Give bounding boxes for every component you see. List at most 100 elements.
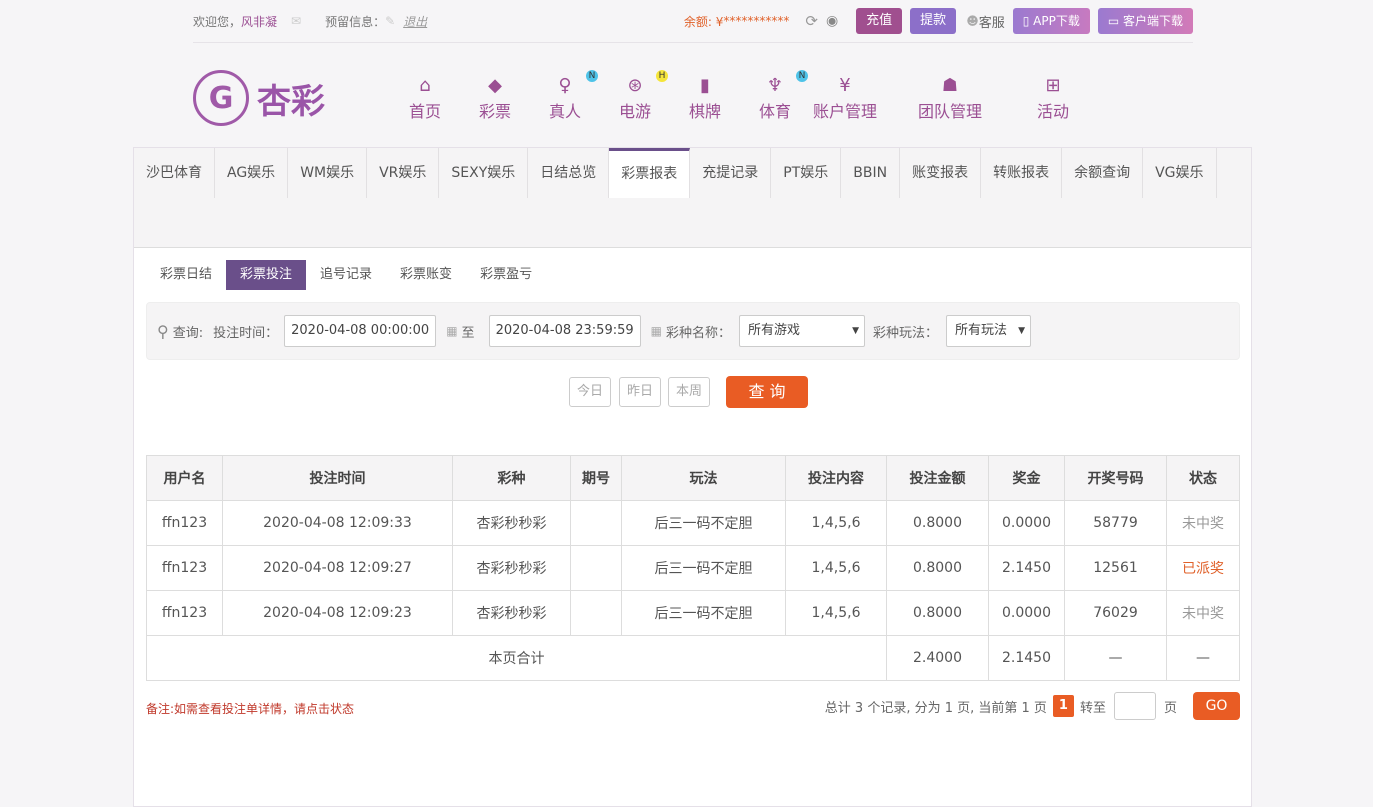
- nav-item[interactable]: ◆ 彩票: [472, 74, 518, 122]
- tab[interactable]: AG娱乐: [215, 148, 289, 198]
- table-cell: 后三一码不定胆: [621, 545, 786, 591]
- play-select-value: 所有玩法: [955, 323, 1008, 338]
- query-button[interactable]: 查 询: [726, 376, 808, 408]
- app-download-label: APP下载: [1033, 14, 1080, 28]
- edit-icon[interactable]: ✎: [385, 14, 396, 28]
- status-cell[interactable]: 已派奖: [1166, 545, 1240, 591]
- reserved-label: 预留信息：: [325, 14, 386, 29]
- nav-item[interactable]: ☗ 团队管理: [912, 74, 988, 122]
- mail-icon[interactable]: ✉: [291, 14, 302, 28]
- yesterday-button[interactable]: 昨日: [619, 377, 662, 407]
- sub-tab[interactable]: 彩票盈亏: [480, 267, 533, 282]
- service-link[interactable]: 客服: [978, 15, 1005, 31]
- yen-icon: ¥: [839, 75, 851, 96]
- calendar-icon[interactable]: ▦: [650, 324, 662, 338]
- calendar-icon[interactable]: ▦: [446, 324, 458, 338]
- nav-item[interactable]: ¥ 账户管理: [807, 74, 883, 122]
- badge-N: N: [586, 70, 598, 82]
- table-cell: ffn123: [146, 545, 223, 591]
- goto-label: 转至: [1079, 700, 1106, 716]
- home-icon: ⌂: [419, 75, 431, 96]
- nav-label: 首页: [408, 102, 441, 121]
- tab[interactable]: WM娱乐: [288, 148, 368, 198]
- dropdown-arrow-icon: ▼: [1018, 326, 1026, 336]
- logo-text: 杏彩: [257, 81, 325, 122]
- table-cell: 0.8000: [886, 545, 989, 591]
- tab[interactable]: 账变报表: [900, 148, 982, 198]
- tab[interactable]: 彩票报表: [609, 148, 691, 198]
- column-header: 开奖号码: [1064, 455, 1167, 501]
- search-bar: ⚲ 查询: 投注时间： 2020-04-08 00:00:00 ▦ 至 2020…: [146, 302, 1240, 360]
- nav-item[interactable]: ▮ 棋牌: [682, 74, 728, 122]
- sub-tab[interactable]: 彩票投注: [226, 260, 307, 290]
- logo-mark: G: [193, 70, 249, 126]
- tab[interactable]: PT娱乐: [771, 148, 842, 198]
- start-time-input[interactable]: 2020-04-08 00:00:00: [284, 315, 437, 347]
- table-cell: 杏彩秒秒彩: [452, 500, 571, 546]
- end-time-input[interactable]: 2020-04-08 23:59:59: [488, 315, 641, 347]
- eye-icon[interactable]: ◉: [825, 13, 839, 29]
- nav-label: 真人: [548, 102, 581, 121]
- nav-item[interactable]: ⊞ 活动: [1030, 74, 1076, 122]
- status-cell[interactable]: 未中奖: [1166, 590, 1240, 636]
- table-cell: 2.1450: [988, 545, 1065, 591]
- today-button[interactable]: 今日: [569, 377, 612, 407]
- tab[interactable]: 充提记录: [690, 148, 772, 198]
- table-cell: 1,4,5,6: [785, 545, 887, 591]
- sub-tab[interactable]: 追号记录: [320, 267, 373, 282]
- sub-tab[interactable]: 彩票日结: [160, 267, 213, 282]
- page-input[interactable]: [1113, 692, 1156, 720]
- page-unit-label: 页: [1163, 700, 1177, 716]
- service-icon[interactable]: ☻: [966, 14, 979, 28]
- table-cell: 0.0000: [988, 500, 1065, 546]
- logo[interactable]: G 杏彩: [193, 68, 343, 128]
- nav-label: 彩票: [478, 102, 511, 121]
- nav-item[interactable]: ♀ N 真人: [542, 70, 598, 122]
- gift-icon: ⊞: [1045, 75, 1061, 96]
- username[interactable]: 风非凝: [241, 14, 278, 29]
- nav-label: 电游: [618, 102, 651, 121]
- gamepad-icon: ⊛ H: [612, 70, 668, 98]
- nav-item[interactable]: ⊛ H 电游: [612, 70, 668, 122]
- go-button[interactable]: GO: [1193, 692, 1240, 720]
- nav-item[interactable]: ♆ N 体育: [752, 70, 808, 122]
- table-cell: 58779: [1064, 500, 1167, 546]
- game-name-label: 彩种名称：: [665, 325, 731, 341]
- bet-time-label: 投注时间：: [213, 325, 279, 341]
- nav-label: 棋牌: [688, 102, 721, 121]
- play-select[interactable]: 所有玩法 ▼: [946, 315, 1032, 347]
- game-select[interactable]: 所有游戏 ▼: [739, 315, 865, 347]
- column-header: 玩法: [621, 455, 786, 501]
- balance-label: 余额: ¥: [683, 14, 724, 29]
- bet-table: 用户名 投注时间 彩种 期号 玩法 投注内容 投注金额 奖金 开奖号码 状态 ffn123 2020…: [146, 455, 1240, 681]
- client-download-label: 客户端下载: [1122, 14, 1183, 28]
- this-week-button[interactable]: 本周: [668, 377, 711, 407]
- trophy-icon: ♆ N: [752, 70, 808, 98]
- app-download-button[interactable]: ▯ APP下载: [1012, 8, 1090, 34]
- tab[interactable]: VR娱乐: [367, 148, 440, 198]
- monitor-icon: ▭: [1107, 14, 1123, 28]
- client-download-button[interactable]: ▭ 客户端下载: [1097, 8, 1193, 34]
- current-page[interactable]: 1: [1052, 695, 1074, 717]
- table-cell: [570, 500, 622, 546]
- tab[interactable]: VG娱乐: [1143, 148, 1217, 198]
- tab[interactable]: 日结总览: [528, 148, 610, 198]
- tab[interactable]: 转账报表: [981, 148, 1063, 198]
- withdraw-button[interactable]: 提款: [910, 8, 957, 34]
- table-cell: 2020-04-08 12:09:33: [222, 500, 453, 546]
- nav-label: 活动: [1036, 102, 1069, 121]
- tab[interactable]: BBIN: [841, 148, 901, 198]
- sub-tab[interactable]: 彩票账变: [400, 267, 453, 282]
- deposit-button[interactable]: 充值: [856, 8, 903, 34]
- table-cell: 76029: [1064, 590, 1167, 636]
- total-status: —: [1166, 635, 1240, 681]
- table-cell: 后三一码不定胆: [621, 590, 786, 636]
- tab[interactable]: 余额查询: [1062, 148, 1144, 198]
- tab[interactable]: SEXY娱乐: [439, 148, 529, 198]
- refresh-icon[interactable]: ⟳: [805, 12, 818, 30]
- status-cell[interactable]: 未中奖: [1166, 500, 1240, 546]
- table-row: ffn123 2020-04-08 12:09:27 杏彩秒秒彩 后三一码不定胆 1,4…: [146, 545, 1240, 591]
- nav-item[interactable]: ⌂ 首页: [402, 74, 448, 122]
- tab[interactable]: 沙巴体育: [134, 148, 215, 198]
- logout-link[interactable]: 退出: [403, 14, 428, 29]
